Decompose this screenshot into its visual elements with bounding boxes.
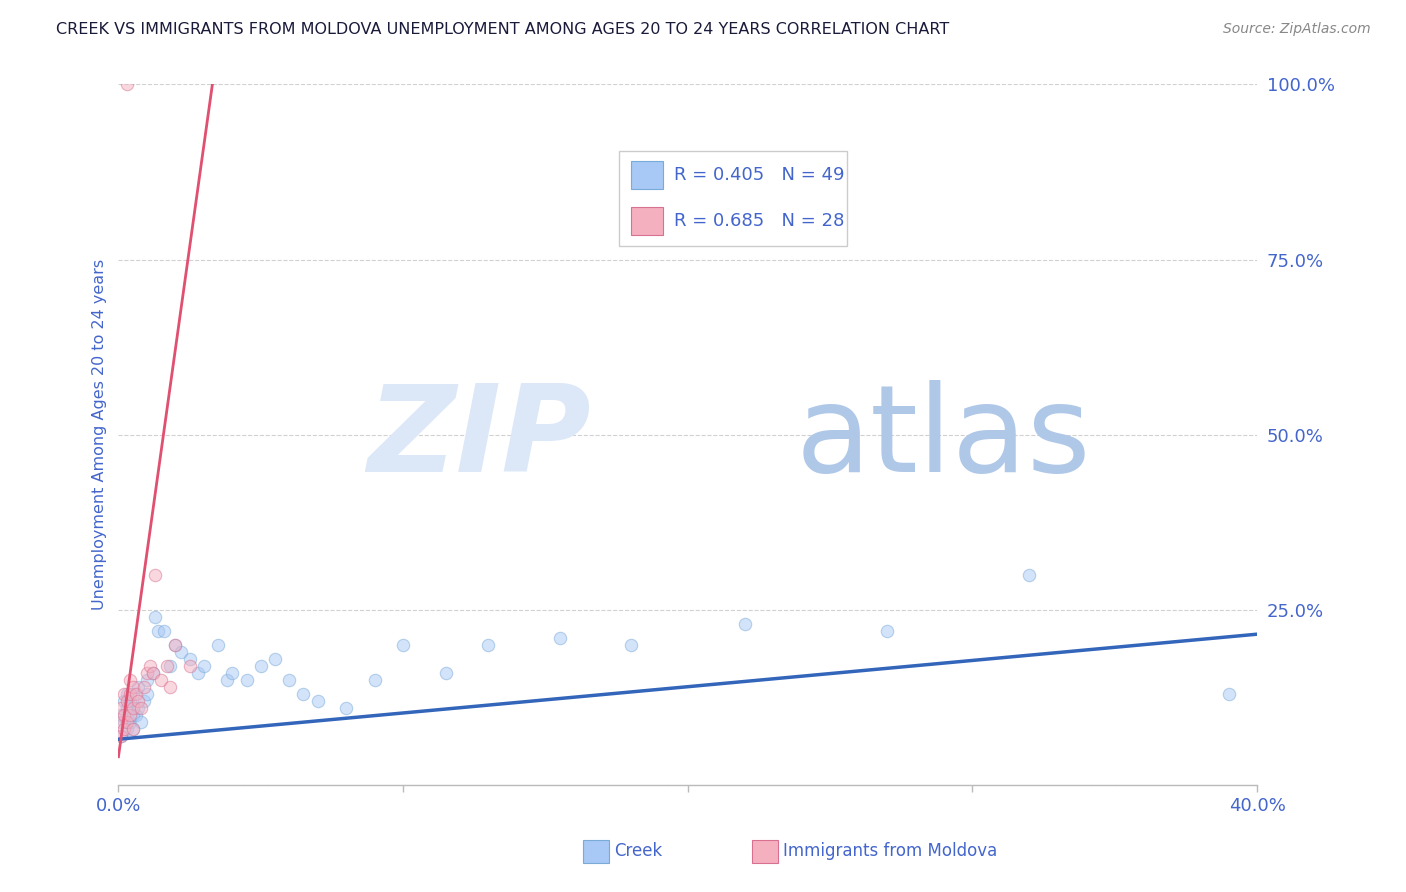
Point [156,658,179,673]
Point [292,687,315,701]
Point [307,694,329,708]
Point [110,729,132,743]
Point [548,631,571,645]
Point [477,638,499,652]
Text: Immigrants from Moldova: Immigrants from Moldova [783,842,997,860]
Point [159,658,181,673]
Y-axis label: Unemployment Among Ages 20 to 24 years: Unemployment Among Ages 20 to 24 years [93,259,107,610]
Text: Source: ZipAtlas.com: Source: ZipAtlas.com [1223,22,1371,37]
Point [278,673,301,687]
Point [121,687,143,701]
Point [187,665,209,680]
Point [127,700,149,714]
Point [129,700,152,714]
Point [148,624,170,638]
Point [207,638,229,652]
Text: R = 0.405   N = 49: R = 0.405 N = 49 [673,167,845,185]
Point [118,694,141,708]
Point [165,638,187,652]
Point [124,687,146,701]
Text: CREEK VS IMMIGRANTS FROM MOLDOVA UNEMPLOYMENT AMONG AGES 20 TO 24 YEARS CORRELAT: CREEK VS IMMIGRANTS FROM MOLDOVA UNEMPLO… [56,22,949,37]
Point [115,714,138,729]
Point [112,694,135,708]
Point [235,673,257,687]
Point [127,680,149,694]
Point [139,658,162,673]
Point [121,722,143,736]
Point [118,687,141,701]
Point [150,673,173,687]
Point [179,658,201,673]
Point [115,700,138,714]
Point [734,616,756,631]
Point [249,658,271,673]
Point [110,700,132,714]
Point [121,722,143,736]
Point [112,714,135,729]
Point [215,673,238,687]
Point [121,680,143,694]
Point [179,651,201,665]
Point [127,694,149,708]
Point [1218,687,1240,701]
Point [876,624,898,638]
Point [170,645,193,659]
Point [335,700,357,714]
Point [112,687,135,701]
Point [115,694,138,708]
Point [1018,567,1040,582]
Point [620,638,643,652]
Point [110,707,132,722]
Point [221,665,243,680]
Point [118,707,141,722]
Point [135,673,157,687]
Point [129,714,152,729]
Point [145,567,167,582]
Text: ZIP: ZIP [367,380,591,497]
Point [115,722,138,736]
Point [142,665,165,680]
Point [110,729,132,743]
Point [142,665,165,680]
Bar [631,207,662,235]
Point [115,78,138,92]
Bar [631,161,662,189]
Point [153,624,176,638]
Point [118,714,141,729]
Point [165,638,187,652]
Point [135,687,157,701]
Point [392,638,415,652]
Point [132,694,155,708]
Point [115,687,138,701]
Point [112,722,135,736]
Point [135,665,157,680]
Point [145,609,167,624]
Point [132,680,155,694]
Point [124,707,146,722]
Point [118,673,141,687]
Point [159,680,181,694]
Point [112,707,135,722]
Text: Creek: Creek [614,842,662,860]
Text: R = 0.685   N = 28: R = 0.685 N = 28 [673,212,845,230]
Point [363,673,385,687]
Text: atlas: atlas [796,380,1091,497]
Point [110,714,132,729]
Point [121,707,143,722]
Point [121,700,143,714]
Bar [620,151,848,245]
Point [193,658,215,673]
Point [434,665,457,680]
Point [264,651,287,665]
